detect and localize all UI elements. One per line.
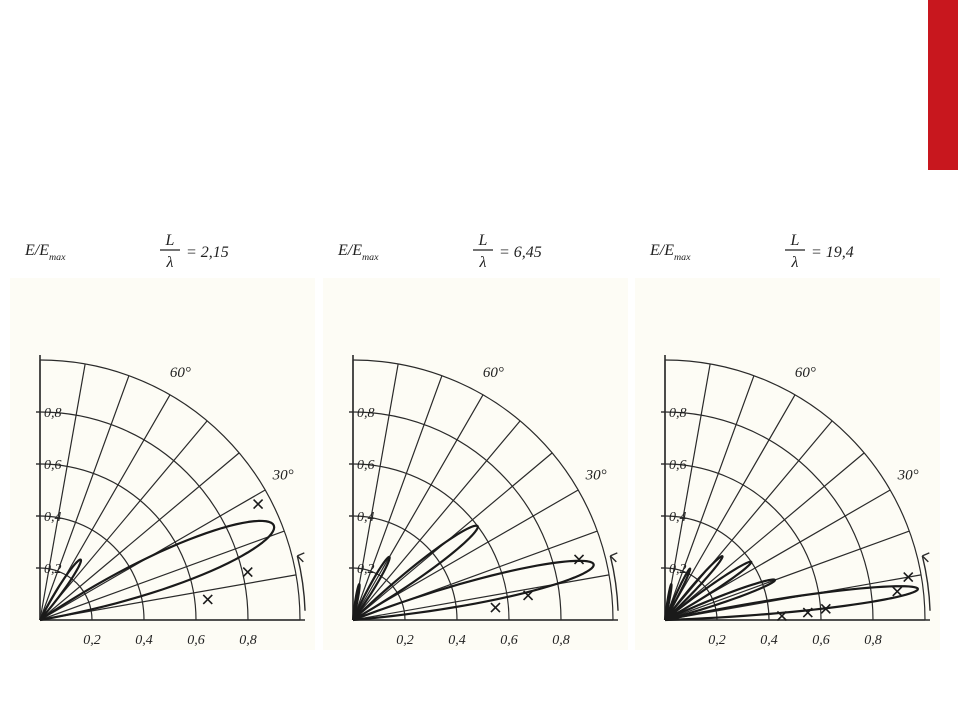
polar-chart-panel: 0,20,40,60,80,20,40,60,80°30°60°E/EmaxLλ…: [10, 220, 315, 670]
y-axis-title: E/Emax: [337, 242, 379, 263]
radial-tick-label: 0,4: [44, 510, 62, 525]
x-tick-label: 0,8: [239, 633, 257, 648]
ratio-value: = 19,4: [811, 244, 854, 261]
radial-tick-label: 0,6: [669, 458, 687, 473]
radial-tick-label: 0,6: [44, 458, 62, 473]
chart-row: 0,20,40,60,80,20,40,60,80°30°60°E/EmaxLλ…: [10, 220, 940, 670]
ratio-numerator: L: [477, 232, 487, 249]
ratio-numerator: L: [790, 232, 800, 249]
radial-tick-label: 0,8: [44, 406, 62, 421]
radial-tick-label: 0,4: [357, 510, 375, 525]
angle-label: 30°: [272, 468, 294, 484]
ratio-numerator: L: [165, 232, 175, 249]
x-tick-label: 0,4: [448, 633, 466, 648]
angle-label: 30°: [897, 468, 919, 484]
angle-label: 30°: [584, 468, 606, 484]
angle-label: 60°: [795, 365, 816, 381]
x-tick-label: 0,8: [552, 633, 570, 648]
x-tick-label: 0,2: [708, 633, 726, 648]
radial-tick-label: 0,2: [44, 562, 62, 577]
ratio-value: = 6,45: [499, 244, 542, 261]
x-tick-label: 0,4: [135, 633, 153, 648]
radial-tick-label: 0,4: [669, 510, 687, 525]
y-axis-title: E/Emax: [649, 242, 691, 263]
radial-tick-label: 0,2: [669, 562, 687, 577]
ratio-value: = 2,15: [186, 244, 229, 261]
radial-tick-label: 0,8: [357, 406, 375, 421]
x-tick-label: 0,2: [83, 633, 101, 648]
x-tick-label: 0,6: [500, 633, 518, 648]
y-axis-title: E/Emax: [24, 242, 66, 263]
ratio-denominator: λ: [166, 254, 174, 271]
x-tick-label: 0,4: [760, 633, 778, 648]
accent-bar: [928, 0, 958, 170]
polar-chart-panel: 0,20,40,60,80,20,40,60,80°30°60°E/EmaxLλ…: [323, 220, 628, 670]
radial-tick-label: 0,6: [357, 458, 375, 473]
ratio-denominator: λ: [478, 254, 486, 271]
x-tick-label: 0,2: [396, 633, 414, 648]
x-tick-label: 0,6: [187, 633, 205, 648]
ratio-denominator: λ: [791, 254, 799, 271]
polar-chart-panel: 0,20,40,60,80,20,40,60,80°30°60°E/EmaxLλ…: [635, 220, 940, 670]
x-tick-label: 0,8: [864, 633, 882, 648]
radial-tick-label: 0,8: [669, 406, 687, 421]
angle-label: 60°: [482, 365, 503, 381]
radial-tick-label: 0,2: [357, 562, 375, 577]
angle-label: 60°: [170, 365, 191, 381]
x-tick-label: 0,6: [812, 633, 830, 648]
